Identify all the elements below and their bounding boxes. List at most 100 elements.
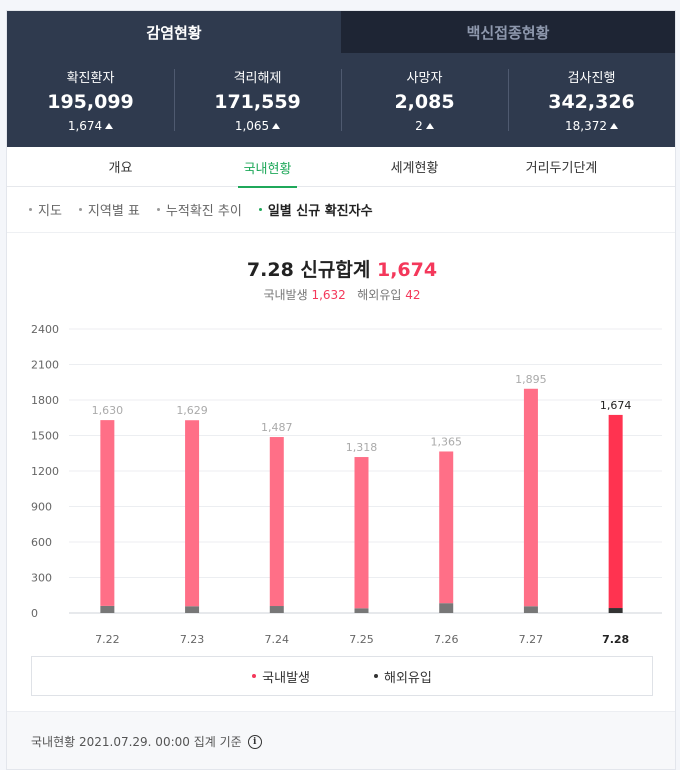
bar-total-label: 1,895 [515,373,547,386]
menu-daily-new[interactable]: 일별 신규 확진자수 [258,200,373,219]
stat-value: 171,559 [214,91,301,113]
bar-total-label: 1,365 [430,435,462,448]
bar-domestic [100,420,115,606]
top-tab-bar: 감염현황 백신접종현황 [7,11,675,53]
chart-legend: 국내발생 해외유입 [31,656,653,696]
legend-overseas[interactable]: 해외유입 [374,667,432,686]
bar-domestic [354,457,369,609]
overseas-label: 해외유입 [357,288,402,302]
stat-label: 사망자 [406,71,443,86]
chart-breakdown: 국내발생 1,632 해외유입 42 [7,286,675,303]
tab-vaccination-status[interactable]: 백신접종현황 [341,11,675,53]
y-tick-label: 900 [31,501,52,514]
stat-testing: 검사진행 342,326 18,372 [508,67,675,147]
covid-status-card: 감염현황 백신접종현황 확진환자 195,099 1,674 격리해제 171,… [6,10,676,770]
footer-text: 국내현황 2021.07.29. 00:00 집계 기준 [31,735,242,749]
y-tick-label: 0 [31,607,38,620]
tab-label: 국내현황 [237,148,298,188]
stat-delta-value: 1,674 [67,119,103,133]
y-tick-label: 1800 [31,394,59,407]
stat-value: 2,085 [394,91,455,113]
up-triangle-icon [272,123,281,129]
stats-row: 확진환자 195,099 1,674 격리해제 171,559 1,065 사망… [7,53,675,147]
menu-label: 지역별 표 [87,204,140,219]
bullet-dot [156,208,160,211]
stat-deaths: 사망자 2,085 2 [341,67,508,147]
y-tick-label: 600 [31,536,52,549]
stat-label: 확진환자 [66,71,115,86]
y-tick-label: 300 [31,572,52,585]
y-tick-label: 1500 [31,430,59,443]
tab-label: 거리두기단계 [525,161,598,176]
bar-domestic [523,388,538,607]
overseas-value: 42 [405,288,421,302]
tab-domestic[interactable]: 국내현황 [194,147,341,188]
bar-overseas [608,608,623,613]
legend-label: 해외유입 [384,670,432,686]
chart-total: 1,674 [376,259,438,281]
menu-label: 누적확진 추이 [165,204,242,219]
info-icon[interactable]: i [247,734,262,749]
menu-label: 지도 [38,204,62,219]
bar-domestic [608,414,623,609]
sub-tab-bar: 개요 국내현황 세계현황 거리두기단계 [7,147,675,188]
bullet-dot [258,208,262,211]
stat-value: 342,326 [548,91,635,113]
menu-label: 일별 신규 확진자수 [267,204,373,219]
bar-overseas [523,606,538,613]
stat-delta-value: 1,065 [234,119,270,133]
x-tick-label: 7.26 [434,633,459,646]
bar-total-label: 1,318 [346,441,378,454]
bar-total-label: 1,487 [261,421,293,434]
x-tick-label: 7.25 [349,633,374,646]
legend-dot-overseas [374,674,378,678]
stat-label: 검사진행 [567,71,616,86]
chart-title: 7.28 신규합계 1,674 [7,255,675,282]
stat-confirmed: 확진환자 195,099 1,674 [7,67,174,147]
stat-delta: 18,372 [508,119,675,133]
footer-note: 국내현황 2021.07.29. 00:00 집계 기준 i [7,711,675,769]
tab-distancing-level[interactable]: 거리두기단계 [488,147,635,186]
y-tick-label: 1200 [31,465,59,478]
menu-cumulative-trend[interactable]: 누적확진 추이 [156,200,242,219]
stat-label: 격리해제 [233,71,282,86]
legend-label: 국내발생 [262,670,310,686]
stat-delta: 1,065 [174,119,341,133]
x-tick-label: 7.28 [602,633,629,646]
menu-map[interactable]: 지도 [29,200,62,219]
bar-total-label: 1,630 [92,404,124,417]
up-triangle-icon [105,123,114,129]
tab-overview[interactable]: 개요 [47,147,194,186]
stat-delta: 1,674 [7,119,174,133]
tab-label: 개요 [108,161,133,176]
stat-delta-value: 2 [415,119,423,133]
bullet-dot [78,208,82,211]
bar-overseas [354,608,369,613]
bullet-dot [29,208,32,211]
domestic-menu: 지도 지역별 표 누적확진 추이 일별 신규 확진자수 [7,187,675,233]
legend-domestic[interactable]: 국내발생 [252,667,310,686]
x-tick-label: 7.23 [180,633,205,646]
tab-world[interactable]: 세계현황 [341,147,488,186]
y-tick-label: 2400 [31,323,59,336]
domestic-value: 1,632 [311,288,346,302]
daily-cases-chart: 0 300 600 900 1200 1500 1800 2100 2400 1,630 7.22 1… [31,323,662,646]
bar-domestic [185,420,200,607]
up-triangle-icon [610,123,618,129]
x-tick-label: 7.27 [519,633,544,646]
bar-overseas [100,605,115,613]
x-tick-label: 7.22 [95,633,120,646]
stat-delta: 2 [341,119,508,133]
bar-overseas [269,606,284,613]
bar-overseas [185,606,200,613]
bar-total-label: 1,629 [176,404,208,417]
summary-panel: 감염현황 백신접종현황 확진환자 195,099 1,674 격리해제 171,… [7,11,675,147]
legend-dot-domestic [252,674,257,678]
tab-infection-status[interactable]: 감염현황 [7,11,341,53]
y-tick-label: 2100 [31,359,59,372]
chart-date: 7.28 [246,259,294,281]
menu-region-table[interactable]: 지역별 표 [78,200,140,219]
stat-value: 195,099 [47,91,134,113]
tab-label: 세계현황 [390,161,439,176]
domestic-label: 국내발생 [263,288,308,302]
